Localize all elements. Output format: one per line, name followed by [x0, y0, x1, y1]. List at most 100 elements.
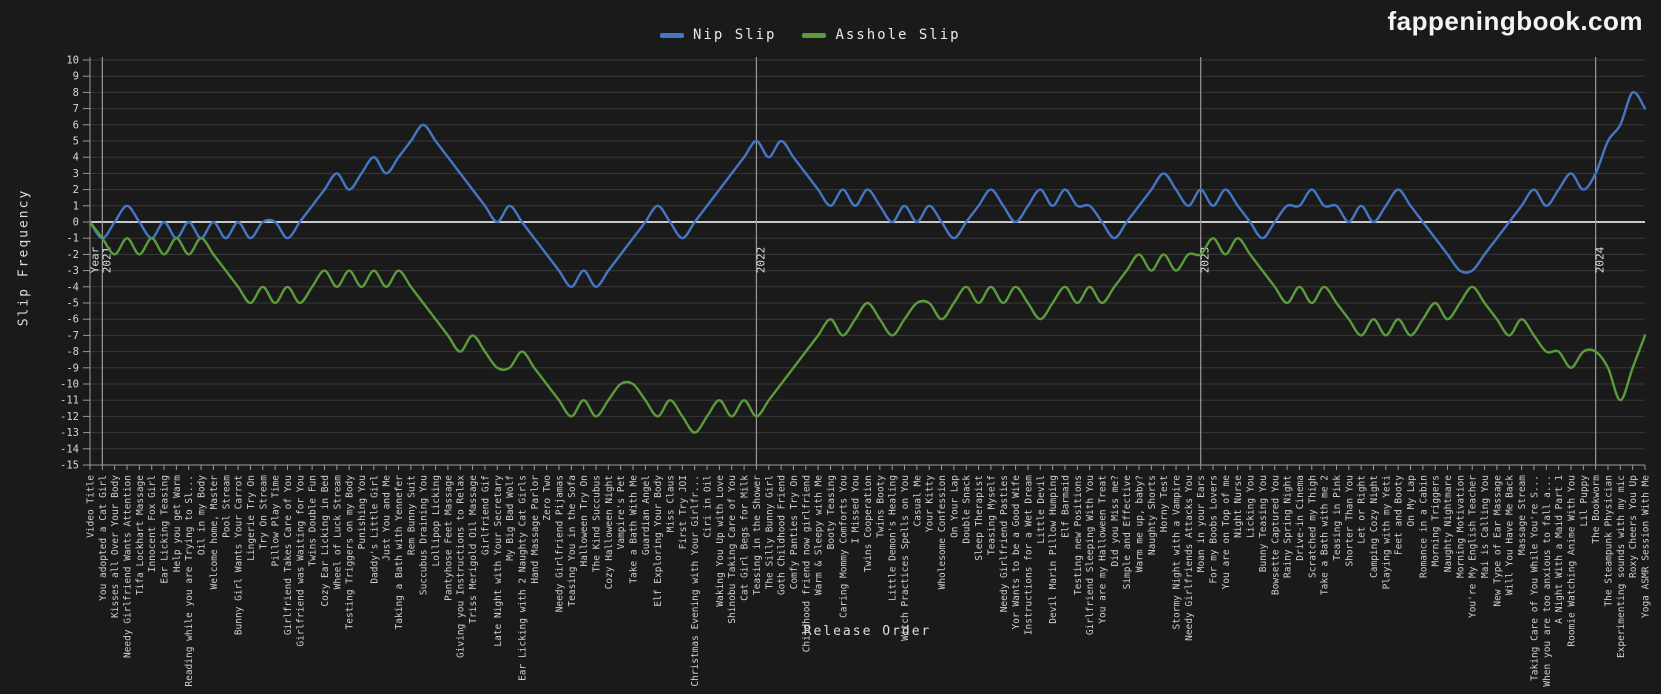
x-category-label: Warm me up, baby? — [1135, 475, 1146, 572]
y-tick-label: 3 — [73, 168, 79, 180]
x-category-label: Girlfriend was Waiting for You — [295, 475, 306, 647]
x-category-label: Witch Practices Spells on You — [900, 475, 911, 641]
x-category-label: Naughty Nightmare — [1443, 475, 1454, 573]
y-tick-label: -2 — [66, 249, 79, 261]
x-category-label: For my Boobs Lovers — [1209, 475, 1220, 584]
x-category-label: Stormy Night with a Vampire — [1172, 475, 1183, 630]
x-category-label: Lil Puppy — [1579, 475, 1590, 527]
x-category-label: Miss Claus — [666, 475, 677, 532]
y-tick-label: -4 — [66, 281, 79, 293]
y-tick-label: -7 — [66, 330, 79, 342]
x-category-label: Halloween Try On — [579, 475, 590, 567]
x-category-label: Goth Childhood Friend — [777, 475, 788, 595]
x-category-label: Licking You — [1246, 475, 1257, 538]
x-category-label: Booty Teasing — [826, 475, 837, 549]
legend-label: Asshole Slip — [835, 27, 961, 43]
year-label: 2022 — [754, 247, 767, 274]
x-category-label: Try On Stream — [258, 475, 269, 550]
x-category-label: Horny Test — [1159, 475, 1170, 532]
year-label: 2024 — [1594, 246, 1607, 273]
x-category-label: Reading while you are Trying to Sl... — [184, 475, 195, 687]
x-category-label: Ear Licking Teasing — [160, 475, 171, 584]
x-category-label: Twins Cooperation — [863, 475, 874, 572]
legend-item-asshole-slip[interactable]: Asshole Slip — [802, 27, 960, 43]
x-category-label: New Type of Ear Massage — [1492, 475, 1503, 607]
legend-item-nip-slip[interactable]: Nip Slip — [660, 27, 776, 43]
x-category-label: Shinobu Taking Care of You — [727, 475, 738, 624]
x-category-label: Will You Have Me Back — [1505, 475, 1516, 595]
x-category-label: Just You and Me — [382, 475, 393, 561]
y-tick-label: 9 — [73, 71, 79, 83]
x-category-label: The Bookworm — [1591, 475, 1602, 544]
y-tick-label: 4 — [73, 152, 79, 164]
x-category-label: A Night With a Maid Part 1 — [1554, 475, 1565, 624]
asshole-slip-swatch-icon — [802, 32, 827, 38]
x-category-label: Camping Cozy Night — [1369, 475, 1380, 578]
x-category-label: Did you Miss me? — [1110, 475, 1121, 567]
x-category-label: Oil in my Body — [197, 475, 208, 555]
x-category-label: Instructions for a Wet Dream — [1023, 475, 1034, 635]
year-label: 2021 — [100, 247, 113, 274]
x-category-label: My Big Bad Wolf — [505, 475, 516, 561]
y-tick-label: 7 — [73, 103, 79, 115]
x-category-label: Succubus Draining You — [419, 475, 430, 595]
y-tick-label: 6 — [73, 119, 79, 131]
x-category-label: Vampire's Pet — [616, 475, 627, 549]
x-category-label: Pillow Play Time — [271, 475, 282, 567]
x-category-label: Romance in a Cabin — [1418, 475, 1429, 578]
x-category-label: Comfy Panties Try On — [789, 475, 800, 589]
x-category-label: Punishing You — [357, 475, 368, 549]
y-tick-label: -1 — [66, 233, 79, 245]
y-tick-label: 1 — [73, 200, 79, 212]
y-axis-title: Slip Frequency — [16, 188, 32, 327]
year-label: 2023 — [1199, 247, 1212, 274]
x-category-label: Take a Bath With Me — [629, 475, 640, 584]
y-tick-label: -11 — [60, 395, 79, 407]
x-category-label: Massage Stream — [1517, 475, 1528, 555]
x-category-label: Christmas Evening with Your Girlfr... — [690, 475, 701, 687]
x-category-label: Naughty Shorts — [1147, 475, 1158, 555]
x-category-label: Bowsette Captured You — [1270, 475, 1281, 595]
x-category-label: Roxy Cheers You Up — [1628, 475, 1639, 578]
x-category-label: Drive-in Cinema — [1295, 475, 1306, 561]
chart-legend: Nip Slip Asshole Slip — [660, 27, 961, 43]
x-category-label: I Missed You — [851, 475, 862, 544]
x-category-label: Take a Bath with me 2 — [1320, 475, 1331, 595]
y-tick-label: -9 — [66, 362, 79, 374]
x-category-label: Experimenting sounds with my mic — [1616, 475, 1627, 658]
x-category-label: Elf Barmaid — [1060, 475, 1071, 538]
x-category-label: Taking a Bath with Yennefer — [394, 475, 405, 630]
x-category-label: Moan in your Ears — [1196, 475, 1207, 572]
x-category-label: Hand Massage Parlor — [530, 475, 541, 584]
x-category-label: Pantyhose Feet Massage — [443, 475, 454, 601]
x-category-label: When you are too anxious to fall a... — [1542, 475, 1553, 687]
x-category-label: Elf Exploring Your Body — [653, 475, 664, 607]
x-category-label: You are my Halloween Treat — [1097, 475, 1108, 624]
x-category-label: The Silly Bunny Girl — [764, 475, 775, 589]
x-category-label: Twins Booty — [875, 475, 886, 538]
y-tick-label: -3 — [66, 265, 79, 277]
x-category-label: Wholesome Confession — [937, 475, 948, 589]
x-category-label: Teasing You in the Sofa — [567, 475, 578, 607]
y-tick-label: -15 — [60, 460, 79, 472]
x-category-label: The Kind Succubus — [591, 475, 602, 572]
x-category-label: Warm & Sleepy with Me — [814, 475, 825, 595]
x-category-label: Ciri in Oil — [703, 475, 714, 538]
x-category-label: Simple and Effective — [1122, 475, 1133, 590]
x-category-label: Let or Right — [1357, 475, 1368, 544]
y-tick-label: -8 — [66, 346, 79, 358]
series-line-nip-slip — [88, 91, 1647, 288]
x-category-label: Girlfriend Takes Care of You — [283, 475, 294, 635]
x-category-label: Wheel of Luck Stream — [332, 475, 343, 590]
x-category-label: Little Devil — [1036, 475, 1047, 544]
year-label: Year — [88, 246, 101, 273]
x-category-label: Mai is Calling You — [1480, 475, 1491, 578]
series-line-asshole-slip — [88, 220, 1647, 434]
x-category-label: Cozy Ear Licking in Bed — [320, 475, 331, 607]
x-category-label: On My Lap — [1406, 475, 1417, 527]
x-category-label: Daddy's Little Girl — [369, 475, 380, 584]
x-category-label: Cozy Halloween Night — [604, 475, 615, 589]
x-category-label: Feet and Booty — [1394, 475, 1405, 555]
y-tick-label: 2 — [73, 184, 79, 196]
x-category-label: Teasing in Pink — [1332, 475, 1343, 561]
